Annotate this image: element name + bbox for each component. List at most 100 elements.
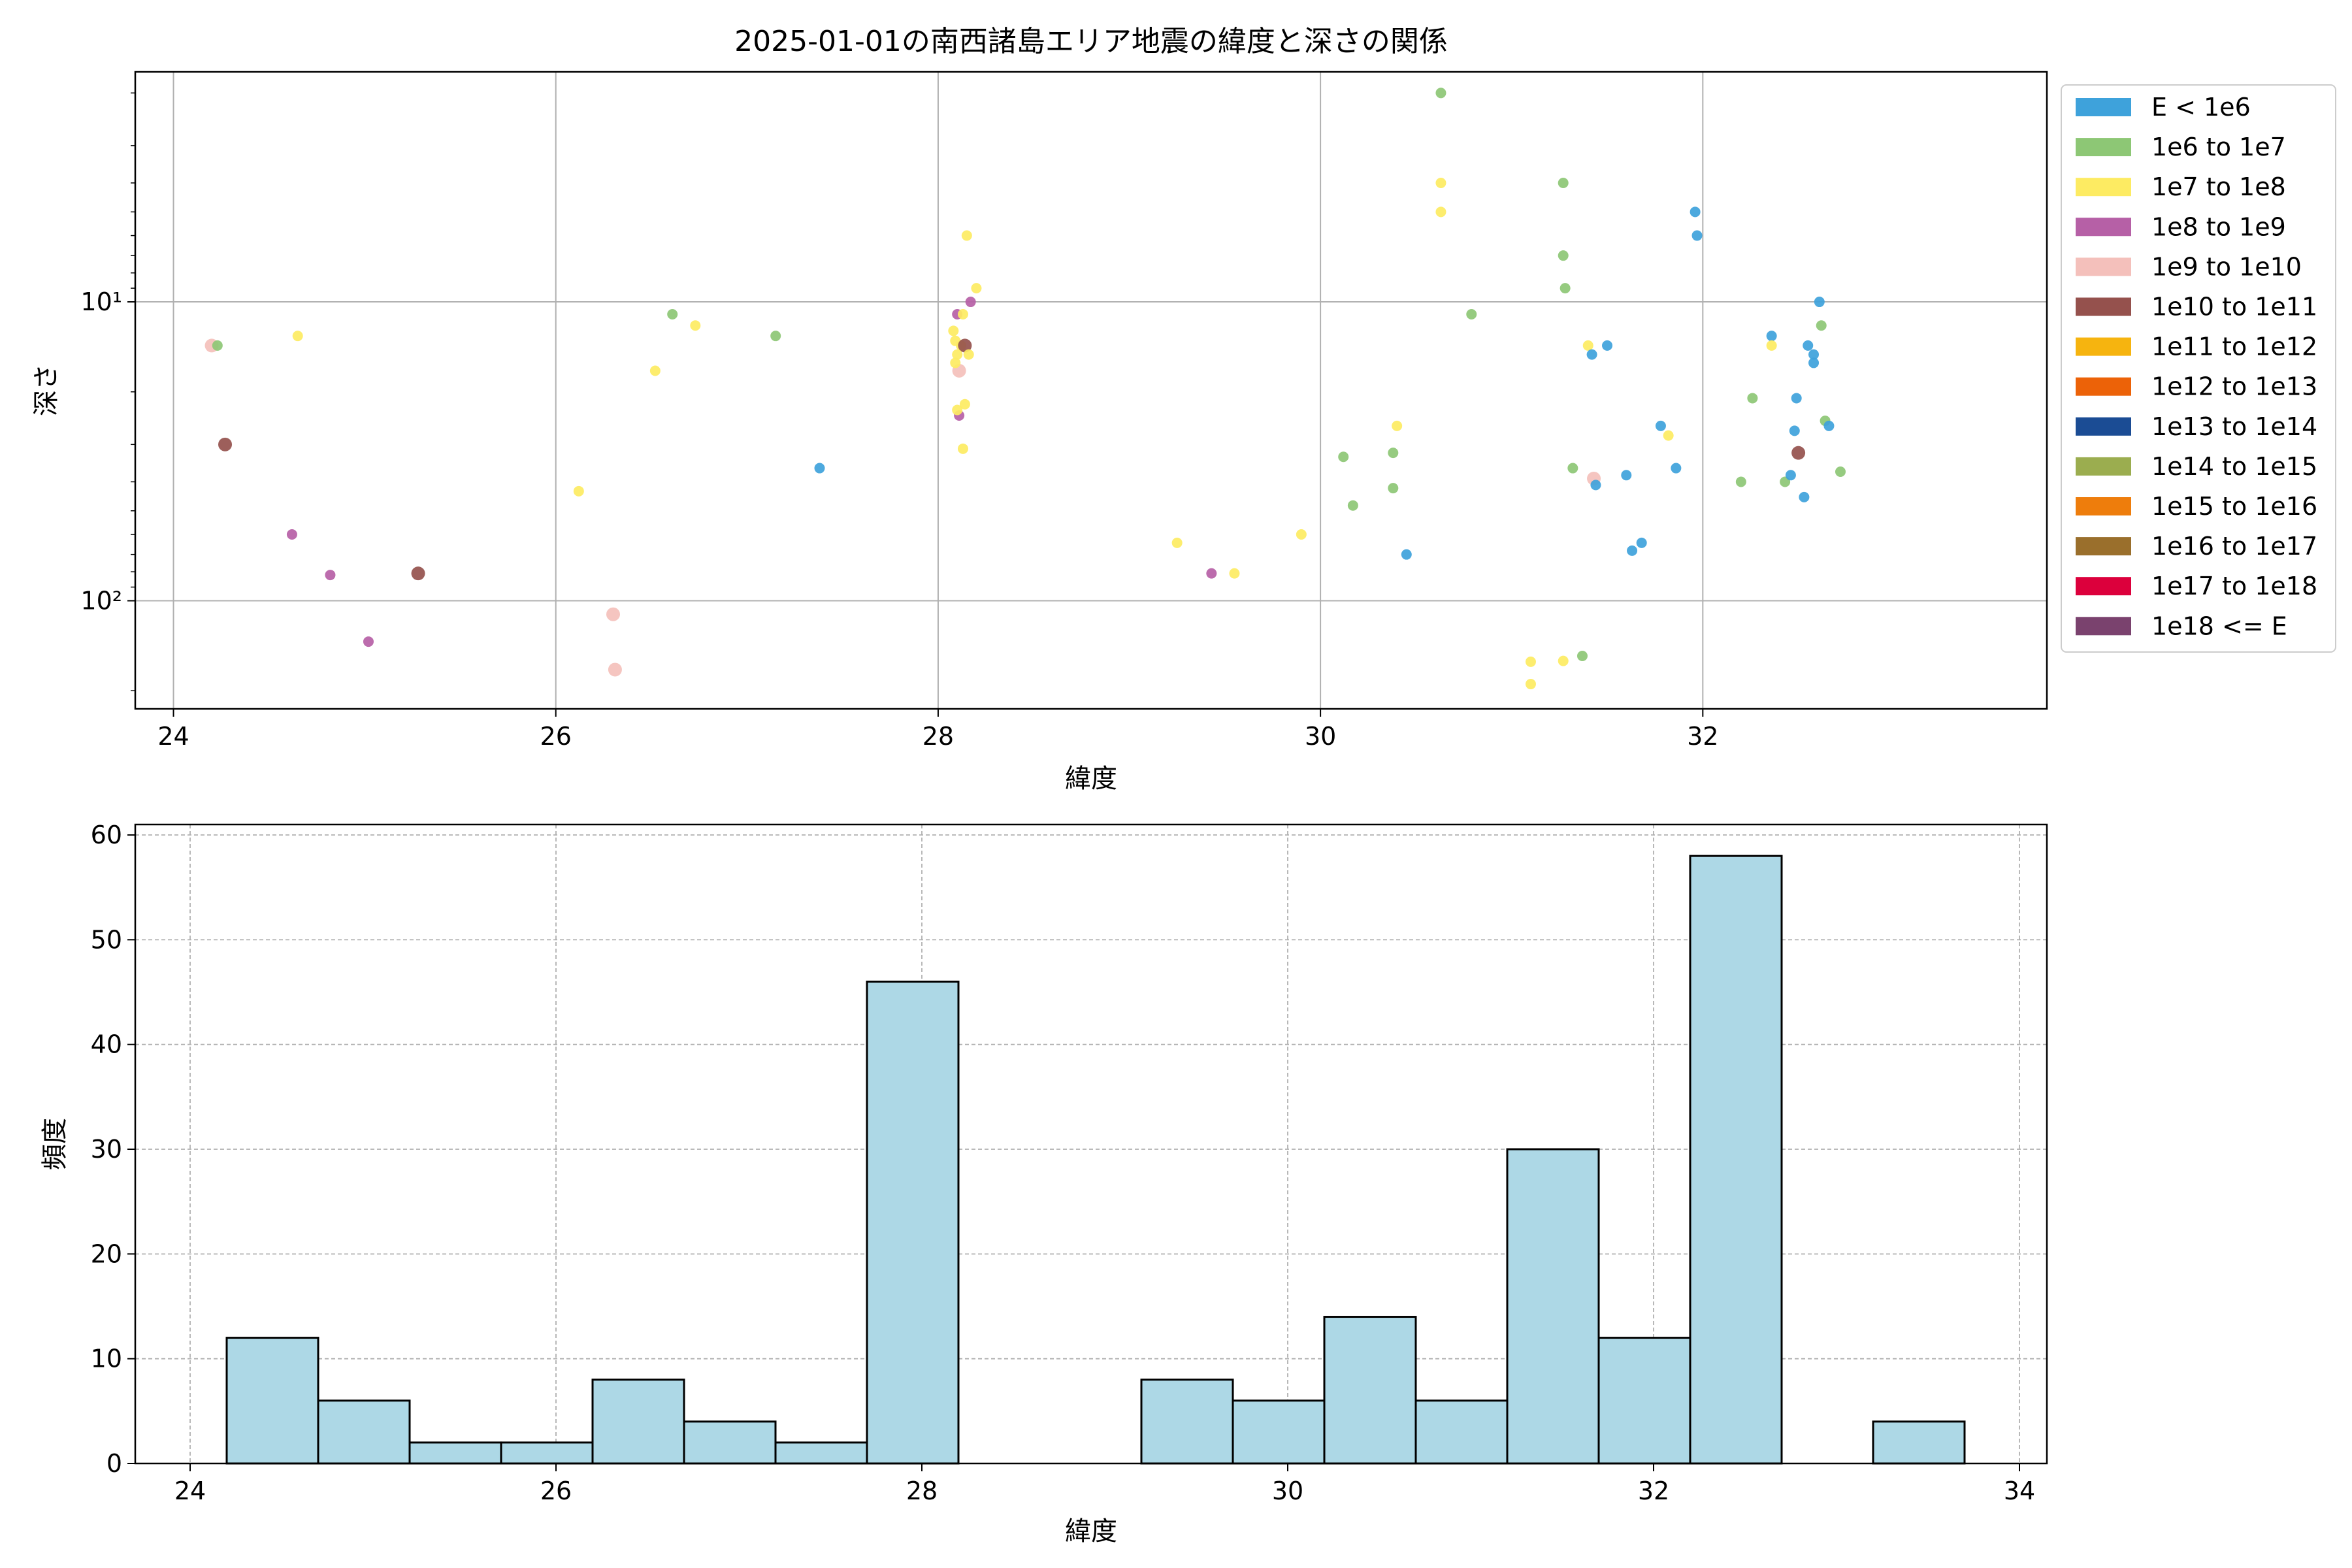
- scatter-point: [1388, 448, 1399, 459]
- histogram-bar: [1506, 1148, 1600, 1465]
- legend-swatch: [2076, 457, 2131, 476]
- histogram-y-tick-label: 60: [91, 821, 122, 849]
- scatter-point: [1171, 537, 1183, 548]
- scatter-x-tick-label: 28: [923, 722, 954, 751]
- scatter-point: [573, 485, 584, 497]
- scatter-point: [770, 331, 781, 342]
- scatter-point: [1586, 349, 1597, 360]
- scatter-point: [1735, 476, 1746, 487]
- legend-label: 1e18 <= E: [2151, 612, 2287, 640]
- histogram-bar: [866, 980, 960, 1465]
- legend-label: 1e12 to 1e13: [2151, 372, 2317, 401]
- histogram-y-tick-label: 0: [106, 1449, 122, 1478]
- legend-swatch: [2076, 537, 2131, 556]
- histogram-axes: 24 26 28 30 32 34 0 10 20 30 40 50 60: [91, 821, 2036, 1505]
- scatter-point: [1808, 349, 1820, 360]
- scatter-point: [957, 443, 968, 454]
- histogram-x-tick-label: 26: [540, 1477, 572, 1505]
- scatter-point: [1558, 178, 1569, 189]
- scatter-point: [963, 349, 974, 360]
- legend-swatch: [2076, 138, 2131, 157]
- scatter-point: [1814, 297, 1825, 308]
- scatter-point: [1560, 283, 1571, 294]
- legend-swatch: [2076, 417, 2131, 436]
- scatter-point: [1823, 420, 1835, 431]
- legend-swatch: [2076, 577, 2131, 596]
- scatter-point: [1347, 500, 1358, 511]
- legend-swatch: [2076, 337, 2131, 356]
- scatter-x-tick-label: 30: [1305, 722, 1336, 751]
- scatter-point: [1435, 178, 1446, 189]
- scatter-plot-frame: [134, 71, 2048, 710]
- scatter-point: [971, 283, 982, 294]
- scatter-point: [1799, 491, 1810, 502]
- legend-swatch: [2076, 257, 2131, 276]
- scatter-point: [1627, 545, 1638, 556]
- histogram-bar: [1414, 1399, 1509, 1465]
- scatter-point: [1466, 308, 1477, 319]
- histogram-bar: [1323, 1316, 1417, 1465]
- scatter-x-tick-label: 32: [1687, 722, 1718, 751]
- scatter-point: [1388, 483, 1399, 494]
- scatter-grid: [135, 72, 2047, 709]
- scatter-point: [1655, 420, 1666, 431]
- scatter-point: [1296, 529, 1307, 540]
- legend-label: E < 1e6: [2151, 93, 2251, 122]
- scatter-point: [1525, 679, 1536, 690]
- scatter-point: [292, 331, 303, 342]
- histogram-y-tick-label: 30: [91, 1135, 122, 1164]
- histogram-bar: [408, 1441, 502, 1465]
- histogram-bar: [1872, 1420, 1966, 1465]
- scatter-point: [957, 308, 968, 319]
- histogram-y-axis-label: 頻度: [40, 1118, 70, 1170]
- scatter-point: [1766, 340, 1777, 351]
- legend-swatch: [2076, 497, 2131, 515]
- histogram-bar: [500, 1441, 594, 1465]
- scatter-legend: E < 1e6 1e6 to 1e7 1e7 to 1e8 1e8 to 1e9 1e9…: [2061, 84, 2336, 653]
- scatter-point: [1392, 420, 1403, 431]
- legend-label: 1e6 to 1e7: [2151, 133, 2286, 161]
- scatter-point: [1621, 470, 1632, 481]
- legend-label: 1e11 to 1e12: [2151, 333, 2317, 361]
- scatter-point: [952, 404, 963, 416]
- scatter-point: [1435, 206, 1446, 218]
- scatter-point: [218, 437, 233, 451]
- scatter-point: [1576, 651, 1588, 662]
- scatter-point: [950, 357, 961, 368]
- scatter-point: [1690, 206, 1701, 218]
- legend-swatch: [2076, 297, 2131, 316]
- scatter-point: [965, 297, 976, 308]
- histogram-bar: [1689, 855, 1783, 1465]
- histogram-bar: [225, 1337, 319, 1465]
- scatter-point: [1338, 451, 1349, 463]
- scatter-point: [1567, 463, 1578, 474]
- legend-label: 1e16 to 1e17: [2151, 532, 2317, 561]
- scatter-x-tick-label: 24: [157, 722, 189, 751]
- legend-label: 1e17 to 1e18: [2151, 572, 2317, 600]
- scatter-point: [1602, 340, 1613, 351]
- scatter-y-tick-label: 10²: [80, 587, 122, 615]
- histogram-x-axis-label: 緯度: [1065, 1516, 1117, 1546]
- scatter-point: [961, 230, 972, 241]
- histogram-bar: [1232, 1399, 1326, 1465]
- legend-swatch: [2076, 178, 2131, 197]
- scatter-point: [1835, 466, 1846, 477]
- histogram-bar: [317, 1399, 411, 1465]
- scatter-point: [1803, 340, 1814, 351]
- scatter-point: [411, 566, 425, 581]
- histogram-bar: [1597, 1337, 1691, 1465]
- scatter-point: [667, 308, 678, 319]
- legend-swatch: [2076, 218, 2131, 237]
- scatter-point: [1636, 537, 1647, 548]
- scatter-point: [1791, 393, 1802, 404]
- histogram-x-tick-label: 28: [906, 1477, 938, 1505]
- histogram-x-tick-label: 34: [2004, 1477, 2035, 1505]
- scatter-y-axis-label: 深さ: [31, 364, 61, 416]
- scatter-point: [690, 320, 701, 331]
- scatter-point: [608, 662, 622, 677]
- histogram-y-tick-label: 10: [91, 1345, 122, 1373]
- legend-label: 1e9 to 1e10: [2151, 252, 2302, 281]
- legend-label: 1e14 to 1e15: [2151, 452, 2317, 481]
- scatter-point: [1525, 656, 1536, 667]
